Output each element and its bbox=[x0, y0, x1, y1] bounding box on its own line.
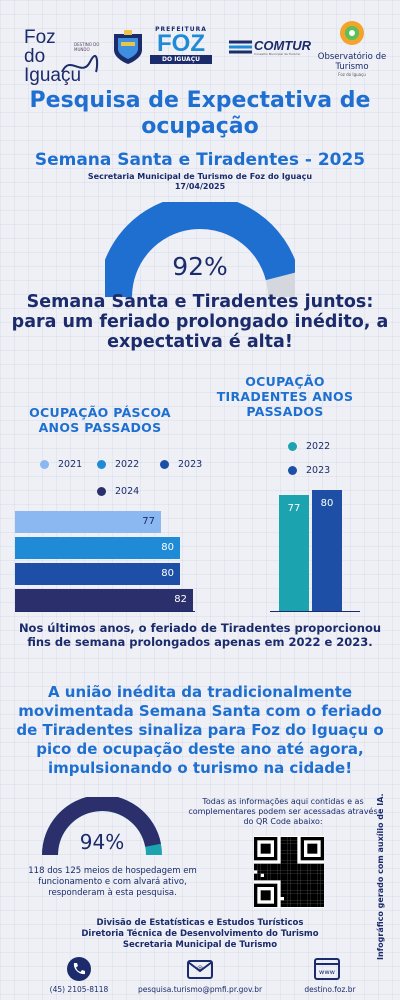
legend-item-tira-2022: 2022 bbox=[288, 441, 330, 452]
legend-label: 2021 bbox=[58, 459, 83, 470]
publication-date: 17/04/2025 bbox=[174, 182, 226, 191]
union-statement: A união inédita da tradicionalmente movi… bbox=[16, 683, 384, 777]
legend-item-tira-2023: 2023 bbox=[288, 465, 330, 476]
respondents-text: 118 dos 125 meios de hospedagem em funci… bbox=[28, 866, 197, 898]
svg-text:@: @ bbox=[197, 965, 203, 972]
ai-disclaimer: Infográfico gerado com auxílio de IA. bbox=[376, 793, 385, 960]
legend-label: 2023 bbox=[178, 459, 203, 470]
comtur-logo: COMTUR Conselho Municipal de Turismo bbox=[228, 34, 312, 60]
observatorio-sun-icon bbox=[340, 21, 364, 45]
website-icon: www bbox=[314, 958, 340, 980]
comtur-wave-icon bbox=[229, 40, 252, 54]
legend-dot-icon bbox=[97, 460, 106, 469]
legend-label: 2024 bbox=[115, 486, 140, 497]
pascoa-bar-2023: 80 bbox=[15, 563, 180, 585]
headline: Semana Santa e Tiradentes juntos: para u… bbox=[11, 292, 389, 352]
response-rate-value: 94% bbox=[79, 830, 125, 854]
pascoa-bar-2022: 80 bbox=[15, 537, 180, 559]
pascoa-chart-title: OCUPAÇÃO PÁSCOA ANOS PASSADOS bbox=[29, 405, 171, 435]
legend-label: 2023 bbox=[306, 465, 331, 476]
footer-phone[interactable]: (45) 2105-8118 bbox=[49, 985, 109, 994]
comtur-label: COMTUR bbox=[254, 38, 312, 53]
qr-info-text: Todas as informações aqui contidas e as … bbox=[188, 797, 378, 826]
legend-label: 2022 bbox=[115, 459, 140, 470]
observatorio-label: Observatório de Turismo bbox=[317, 52, 387, 72]
phone-icon bbox=[67, 957, 91, 981]
legend-item-2022: 2022 bbox=[97, 459, 139, 470]
tiradentes-bar-2023: 80 bbox=[312, 490, 342, 611]
credit-line: Secretaria Municipal de Turismo bbox=[122, 940, 278, 950]
qr-code[interactable] bbox=[254, 836, 324, 908]
footer-site[interactable]: destino.foz.br bbox=[304, 985, 356, 994]
observatorio-sub: Foz do Iguaçu bbox=[338, 72, 366, 77]
comtur-sub: Conselho Municipal de Turismo bbox=[254, 52, 301, 56]
prefeitura-bottom-label: DO IGUAÇU bbox=[150, 55, 212, 64]
legend-dot-icon bbox=[97, 487, 106, 496]
pascoa-bar-2021: 77 bbox=[15, 511, 161, 533]
credits: Divisão de Estatísticas e Estudos Turíst… bbox=[10, 918, 390, 951]
pascoa-chart-baseline bbox=[15, 611, 195, 612]
pascoa-bar-2024: 82 bbox=[15, 589, 193, 611]
expectation-gauge-value: 92% bbox=[172, 252, 228, 281]
secretaria-date-block: Secretaria Municipal de Turismo de Foz d… bbox=[10, 172, 390, 192]
tiradentes-chart-baseline bbox=[270, 611, 360, 612]
page-subtitle: Semana Santa e Tiradentes - 2025 bbox=[34, 150, 366, 170]
tiradentes-note: Nos últimos anos, o feriado de Tiradente… bbox=[18, 621, 382, 649]
foz-logo-name: Foz do Iguaçu bbox=[24, 27, 82, 86]
tiradentes-chart-title: OCUPAÇÃO TIRADENTES ANOS PASSADOS bbox=[216, 374, 354, 419]
prefeitura-top-label: PREFEITURA bbox=[155, 26, 207, 33]
website-icon-label: www bbox=[319, 968, 336, 976]
expectation-gauge-arc bbox=[105, 202, 295, 298]
response-rate-gauge bbox=[42, 797, 162, 856]
legend-label: 2022 bbox=[306, 441, 331, 452]
credit-line: Diretoria Técnica de Desenvolvimento do … bbox=[81, 929, 319, 939]
legend-item-2021: 2021 bbox=[40, 459, 82, 470]
email-icon: @ bbox=[187, 960, 213, 979]
legend-dot-icon bbox=[160, 460, 169, 469]
observatorio-logo: Observatório de Turismo Foz do Iguaçu bbox=[316, 20, 388, 80]
expectation-gauge bbox=[105, 202, 295, 298]
foz-destination-logo: Foz do Iguaçu DESTINO DO MUNDO bbox=[20, 22, 110, 85]
city-crest-icon bbox=[114, 30, 142, 64]
legend-dot-icon bbox=[288, 466, 297, 475]
page-title: Pesquisa de Expectativa de ocupação bbox=[29, 88, 371, 139]
legend-item-2023: 2023 bbox=[160, 459, 202, 470]
credit-line: Divisão de Estatísticas e Estudos Turíst… bbox=[96, 918, 304, 928]
tiradentes-bar-2022: 77 bbox=[279, 495, 309, 611]
prefeitura-main-label: FOZ bbox=[157, 30, 205, 57]
legend-item-2024: 2024 bbox=[97, 486, 139, 497]
legend-dot-icon bbox=[288, 442, 297, 451]
footer-email[interactable]: pesquisa.turismo@pmfi.pr.gov.br bbox=[137, 985, 263, 994]
response-rate-gauge-arc bbox=[42, 797, 161, 856]
foz-logo-tag: DESTINO DO MUNDO bbox=[74, 42, 100, 52]
prefeitura-logo: PREFEITURA FOZ DO IGUAÇU bbox=[150, 26, 212, 70]
foz-logo-swirl-icon bbox=[61, 54, 99, 73]
legend-dot-icon bbox=[40, 460, 49, 469]
secretaria-label: Secretaria Municipal de Turismo de Foz d… bbox=[87, 172, 313, 181]
